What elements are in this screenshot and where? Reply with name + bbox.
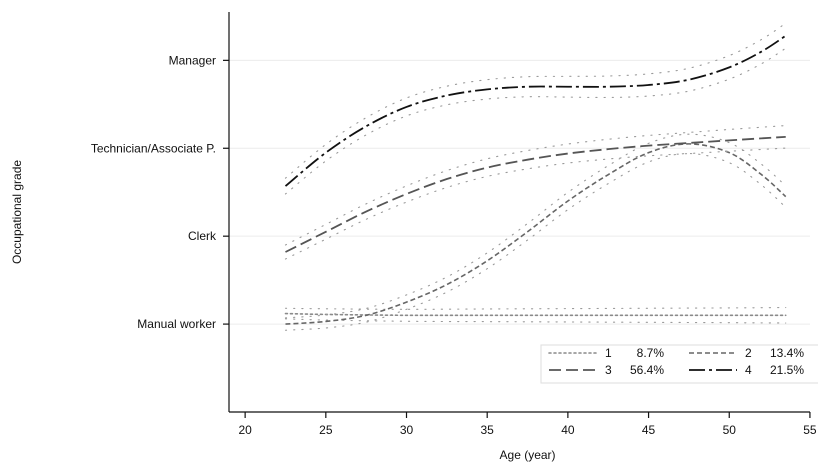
series-2-ci-lower [284, 152, 787, 331]
series-4-line [284, 34, 787, 187]
series-layer [284, 22, 787, 331]
series-4-ci-lower [284, 47, 787, 195]
y-tick-label: Clerk [188, 229, 217, 243]
series-1-line [284, 312, 787, 317]
y-tick-label: Technician/Associate P. [91, 141, 216, 155]
x-tick-label: 20 [238, 423, 252, 437]
x-tick-label: 50 [723, 423, 737, 437]
y-tick-label: Manager [169, 53, 216, 67]
grid-layer [229, 59, 810, 325]
y-tick-label: Manual worker [137, 317, 216, 331]
series-1-ci-lower [284, 318, 787, 324]
legend-share-1: 8.7% [637, 346, 665, 360]
legend-share-4: 21.5% [770, 363, 804, 377]
series-2-line [285, 143, 787, 325]
x-tick-label: 45 [642, 423, 656, 437]
legend-share-2: 13.4% [770, 346, 804, 360]
legend: 1 8.7% 2 13.4% 3 56.4% 4 21.5% [540, 344, 818, 384]
x-tick-label: 25 [319, 423, 333, 437]
legend-label-4: 4 [745, 363, 752, 377]
legend-label-3: 3 [605, 363, 612, 377]
series-3-ci-lower [284, 147, 787, 260]
x-tick-label: 35 [481, 423, 495, 437]
legend-label-2: 2 [745, 346, 752, 360]
y-axis-title: Occupational grade [10, 160, 24, 264]
legend-box [540, 344, 818, 384]
series-4-ci-upper [284, 22, 787, 179]
x-axis-title: Age (year) [500, 448, 556, 462]
series-3-line [285, 135, 786, 253]
series-3-ci-upper [284, 125, 787, 246]
x-tick-label: 40 [561, 423, 575, 437]
x-tick-label: 55 [803, 423, 817, 437]
axes-layer: Manual worker Clerk Technician/Associate P… [91, 12, 817, 437]
x-tick-label: 30 [400, 423, 414, 437]
series-1-ci-upper [284, 307, 787, 310]
legend-label-1: 1 [605, 346, 612, 360]
legend-share-3: 56.4% [630, 363, 664, 377]
